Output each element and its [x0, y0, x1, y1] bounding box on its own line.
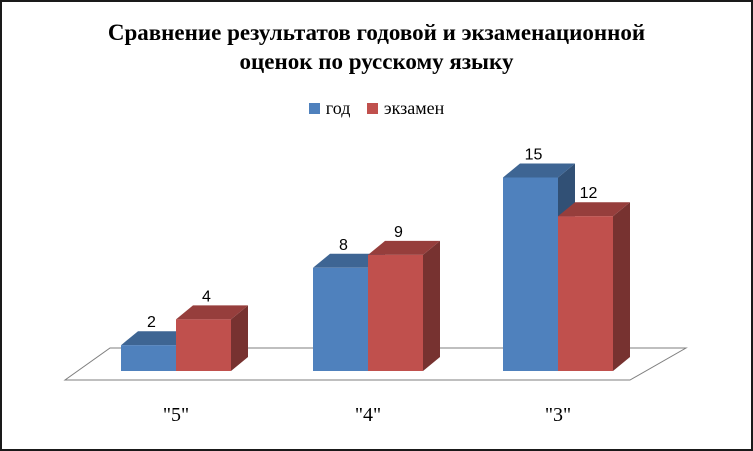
legend-label-exam: экзамен [383, 98, 445, 118]
bar-exam-2-side [423, 240, 440, 371]
bar-exam-3-value-label: 12 [580, 185, 598, 202]
bar-exam-1-side [231, 305, 248, 371]
chart-legend: год экзамен [2, 98, 751, 119]
legend-swatch-exam [366, 103, 378, 114]
chart-title: Сравнение результатов годовой и экзамена… [2, 18, 751, 76]
bar-god-1-top [121, 331, 193, 346]
bar-god-3-value-label: 15 [525, 147, 543, 164]
bar-exam-3 [558, 216, 613, 371]
category-label-2: "4" [355, 404, 381, 426]
bar-exam-2-value-label: 9 [394, 224, 403, 241]
bar-god-1-value-label: 2 [147, 314, 156, 331]
bar-exam-2-top [368, 240, 440, 255]
legend-item-exam: экзамен [366, 98, 445, 119]
chart-title-line-2: оценок по русскому языку [239, 49, 514, 74]
legend-swatch-god [308, 103, 320, 114]
bar-god-2-top [313, 253, 385, 268]
bar-exam-1 [176, 319, 231, 371]
category-label-3: "3" [545, 404, 571, 426]
legend-label-god: год [325, 98, 351, 118]
bar-god-1 [121, 345, 176, 371]
bar-exam-2 [368, 254, 423, 371]
category-label-1: "5" [163, 404, 189, 426]
bar-god-3-top [503, 163, 575, 178]
chart-title-line-1: Сравнение результатов годовой и экзамена… [107, 20, 646, 45]
bar-god-2 [313, 267, 368, 371]
bar-exam-3-side [613, 202, 630, 371]
bar-exam-1-top [176, 305, 248, 320]
bar-god-3 [503, 177, 558, 371]
bar-god-2-value-label: 8 [339, 237, 348, 254]
bar-exam-1-value-label: 4 [202, 288, 211, 305]
legend-item-god: год [308, 98, 351, 119]
bar-exam-3-top [558, 202, 630, 217]
